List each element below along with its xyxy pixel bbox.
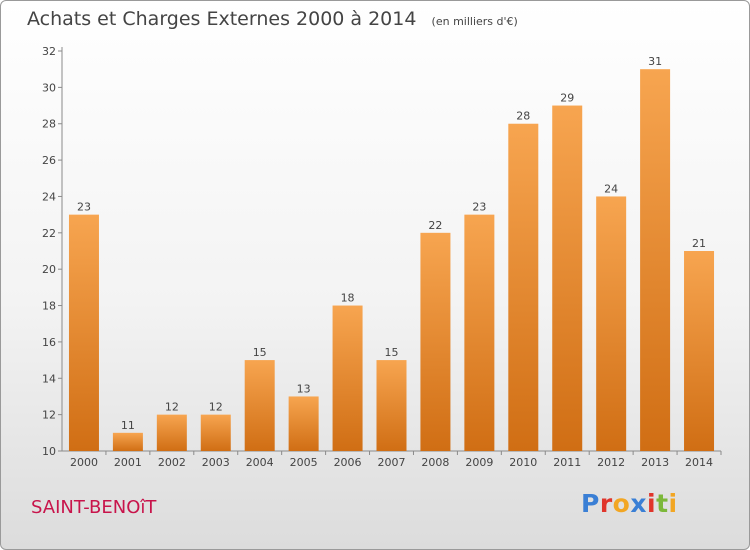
- x-tick-label: 2007: [378, 456, 406, 469]
- y-tick-label: 22: [42, 227, 56, 240]
- y-tick-label: 16: [42, 336, 56, 349]
- bar: [508, 123, 539, 452]
- bar-value-label: 28: [516, 110, 530, 123]
- bar: [332, 305, 363, 451]
- bar-value-label: 12: [165, 401, 179, 414]
- bar: [552, 105, 583, 451]
- x-tick-label: 2009: [465, 456, 493, 469]
- bar: [244, 360, 275, 451]
- x-tick-label: 2000: [70, 456, 98, 469]
- y-tick-label: 26: [42, 154, 56, 167]
- y-tick-label: 14: [42, 372, 56, 385]
- x-tick-label: 2003: [202, 456, 230, 469]
- logo-letter: t: [656, 489, 669, 518]
- logo-letter: x: [630, 489, 647, 518]
- bar-value-label: 31: [648, 55, 662, 68]
- bar: [156, 414, 187, 451]
- y-tick-label: 28: [42, 118, 56, 131]
- bar-value-label: 12: [209, 401, 223, 414]
- chart-title: Achats et Charges Externes 2000 à 2014: [27, 8, 417, 30]
- bar: [200, 414, 231, 451]
- bar-value-label: 15: [385, 346, 399, 359]
- bar-value-label: 24: [604, 182, 618, 195]
- y-tick-label: 24: [42, 190, 56, 203]
- bar-value-label: 22: [428, 219, 442, 232]
- logo-letter: i: [647, 489, 657, 518]
- logo-letter: o: [612, 489, 631, 518]
- x-tick-label: 2004: [246, 456, 274, 469]
- city-name: SAINT-BENOîT: [31, 497, 157, 518]
- y-tick-label: 18: [42, 300, 56, 313]
- logo-letter: i: [668, 489, 678, 518]
- bar-value-label: 13: [297, 382, 311, 395]
- title-row: Achats et Charges Externes 2000 à 2014 (…: [27, 8, 518, 30]
- bar: [684, 251, 715, 451]
- bar: [112, 432, 143, 451]
- y-tick-label: 32: [42, 45, 56, 58]
- bar-value-label: 23: [472, 201, 486, 214]
- logo-letter: P: [581, 489, 600, 518]
- bar: [420, 232, 451, 451]
- y-tick-label: 12: [42, 409, 56, 422]
- chart-unit: (en milliers d'€): [431, 15, 518, 28]
- logo-letter: r: [599, 489, 613, 518]
- x-tick-label: 2005: [290, 456, 318, 469]
- y-tick-label: 20: [42, 263, 56, 276]
- y-tick-label: 30: [42, 81, 56, 94]
- bar: [596, 196, 627, 451]
- bar-value-label: 23: [77, 201, 91, 214]
- bar: [68, 214, 99, 451]
- x-tick-label: 2008: [421, 456, 449, 469]
- y-tick-label: 10: [42, 445, 56, 458]
- bar-value-label: 18: [341, 292, 355, 305]
- bar: [376, 360, 407, 451]
- x-tick-label: 2006: [334, 456, 362, 469]
- x-tick-label: 2002: [158, 456, 186, 469]
- bar: [288, 396, 319, 451]
- bar: [464, 214, 495, 451]
- bar: [640, 69, 671, 451]
- x-tick-label: 2012: [597, 456, 625, 469]
- x-tick-label: 2013: [641, 456, 669, 469]
- bar-value-label: 11: [121, 419, 135, 432]
- x-tick-label: 2010: [509, 456, 537, 469]
- bar-value-label: 29: [560, 92, 574, 105]
- x-tick-label: 2011: [553, 456, 581, 469]
- bar-value-label: 21: [692, 237, 706, 250]
- x-tick-label: 2001: [114, 456, 142, 469]
- proxiti-logo: Proxiti: [581, 489, 678, 518]
- x-tick-label: 2014: [685, 456, 713, 469]
- bar-value-label: 15: [253, 346, 267, 359]
